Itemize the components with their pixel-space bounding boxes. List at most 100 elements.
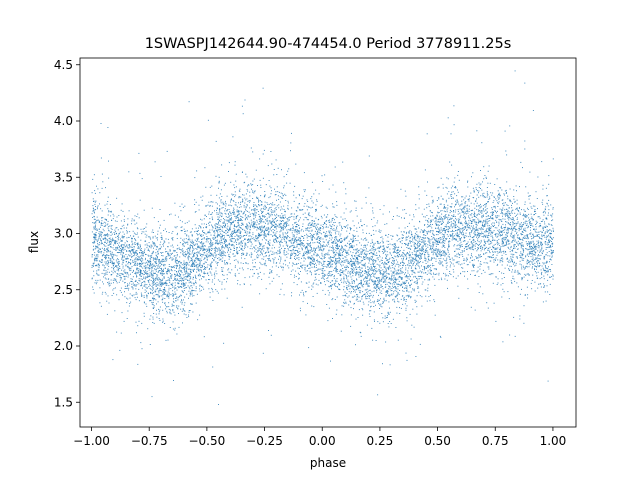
- data-point: [534, 251, 536, 253]
- data-point: [272, 211, 274, 213]
- data-point: [210, 266, 212, 268]
- data-point: [488, 232, 489, 234]
- data-point: [257, 211, 259, 212]
- data-point: [235, 204, 237, 206]
- data-point: [177, 248, 179, 250]
- data-point: [529, 242, 530, 244]
- data-point: [529, 264, 531, 266]
- data-point: [118, 252, 120, 253]
- data-point: [141, 272, 143, 274]
- data-point: [203, 271, 205, 273]
- data-point: [386, 223, 388, 225]
- data-point: [122, 280, 124, 282]
- data-point: [201, 256, 203, 258]
- data-point: [189, 250, 191, 252]
- data-point: [497, 190, 499, 192]
- data-point: [227, 217, 229, 218]
- data-point: [326, 278, 328, 279]
- data-point: [407, 294, 409, 296]
- data-point: [120, 246, 122, 248]
- data-point: [275, 227, 277, 228]
- data-point: [267, 227, 269, 229]
- data-point: [393, 260, 395, 262]
- data-point: [107, 263, 109, 265]
- data-point: [475, 274, 476, 276]
- data-point: [253, 208, 255, 210]
- data-point: [408, 247, 410, 249]
- data-point: [449, 261, 451, 263]
- data-point: [328, 286, 330, 288]
- data-point: [486, 192, 488, 194]
- data-point: [447, 228, 449, 230]
- data-point: [353, 288, 355, 290]
- data-point: [181, 279, 183, 281]
- data-point: [304, 269, 306, 271]
- data-point: [194, 244, 196, 246]
- data-point: [300, 239, 301, 241]
- data-point: [259, 267, 261, 269]
- data-point: [102, 217, 104, 219]
- data-point: [256, 205, 257, 207]
- data-point: [444, 211, 446, 213]
- data-point: [258, 240, 260, 242]
- data-point: [197, 274, 199, 276]
- data-point: [166, 306, 168, 308]
- data-point: [471, 216, 473, 218]
- data-point: [540, 254, 542, 256]
- data-point: [451, 227, 453, 229]
- data-point: [192, 311, 194, 313]
- data-point: [379, 266, 381, 268]
- data-point: [162, 282, 164, 284]
- data-point: [202, 254, 204, 256]
- data-point: [116, 266, 118, 268]
- data-point: [232, 200, 234, 201]
- data-point: [461, 250, 463, 252]
- data-point: [435, 249, 437, 251]
- data-point: [285, 242, 287, 244]
- data-point: [527, 238, 529, 240]
- data-point: [365, 295, 367, 297]
- data-point: [304, 189, 306, 191]
- data-point: [327, 254, 329, 256]
- data-point: [130, 235, 131, 237]
- data-point: [218, 187, 219, 189]
- data-point: [298, 231, 299, 233]
- data-point: [282, 220, 284, 222]
- data-point: [450, 225, 452, 227]
- data-point: [533, 245, 535, 247]
- data-point: [340, 278, 342, 280]
- data-point: [201, 246, 203, 248]
- data-point: [419, 240, 421, 242]
- data-point: [531, 288, 533, 290]
- data-point: [524, 223, 526, 225]
- data-point: [209, 252, 211, 254]
- data-point: [365, 271, 367, 272]
- data-point: [369, 299, 371, 301]
- data-point: [476, 194, 478, 196]
- data-point: [360, 272, 362, 274]
- data-point: [511, 212, 513, 214]
- data-point: [206, 239, 208, 241]
- data-point: [418, 261, 420, 263]
- data-point: [307, 201, 309, 202]
- data-point: [420, 236, 421, 238]
- data-point: [124, 246, 126, 248]
- data-point: [268, 251, 270, 253]
- data-point: [481, 217, 483, 219]
- data-point: [323, 226, 325, 228]
- data-point: [445, 186, 447, 188]
- data-point: [319, 230, 321, 231]
- data-point: [224, 247, 226, 249]
- data-point: [420, 243, 422, 245]
- data-point: [299, 251, 301, 253]
- data-point: [410, 267, 412, 269]
- data-point: [477, 218, 479, 220]
- data-point: [156, 256, 158, 258]
- data-point: [275, 159, 277, 161]
- data-point: [128, 171, 130, 173]
- data-point: [212, 201, 214, 203]
- data-point: [108, 177, 110, 179]
- data-point: [318, 238, 320, 240]
- data-point: [162, 309, 164, 311]
- data-point: [358, 309, 360, 311]
